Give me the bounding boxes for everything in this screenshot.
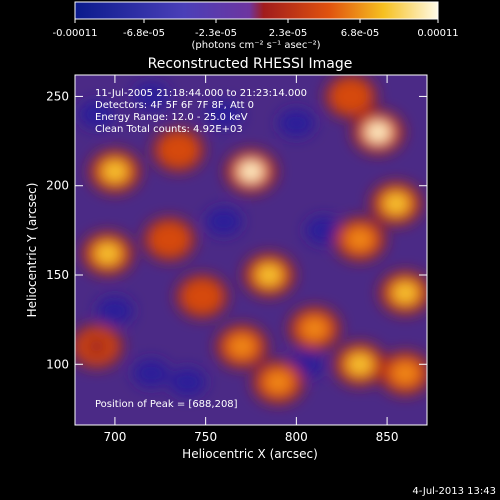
source-blob <box>81 231 134 276</box>
chart-title: Reconstructed RHESSI Image <box>148 56 353 72</box>
y-tick-label: 150 <box>46 268 69 282</box>
source-blob <box>152 128 205 172</box>
colorbar-tick-label: 0.00011 <box>417 28 458 39</box>
source-blob <box>225 149 277 194</box>
negative-region <box>133 82 170 111</box>
timestamp: 4-Jul-2013 13:43 <box>412 486 496 497</box>
negative-region <box>133 359 170 388</box>
source-blob <box>370 181 423 226</box>
image-plot <box>75 75 427 425</box>
x-tick-label: 800 <box>285 430 308 444</box>
plot-frame <box>74 74 428 426</box>
colorbar-unit-label: (photons cm⁻² s⁻¹ asec⁻²) <box>191 40 320 51</box>
source-blob <box>143 217 196 262</box>
annotation-line: Clean Total counts: 4.92E+03 <box>95 124 243 135</box>
source-blob <box>288 306 341 351</box>
source-blob <box>75 324 123 369</box>
y-tick-label: 200 <box>46 179 69 193</box>
annotation-line: Detectors: 4F 5F 6F 7F 8F, Att 0 <box>95 100 254 111</box>
colorbar <box>74 1 439 20</box>
source-blob <box>379 351 427 396</box>
colorbar-tick-label: -0.00011 <box>53 28 98 39</box>
source-blob <box>88 149 141 194</box>
y-tick-label: 100 <box>46 357 69 371</box>
colorbar-tick-label: 6.8e-05 <box>341 28 379 39</box>
source-blob <box>252 360 305 405</box>
x-tick-label: 850 <box>376 430 399 444</box>
colorbar-tick-label: -6.8e-05 <box>123 28 165 39</box>
negative-region <box>205 207 242 236</box>
negative-region <box>78 100 115 129</box>
x-tick-label: 700 <box>103 430 126 444</box>
source-blob <box>176 274 229 319</box>
source-blob <box>215 324 268 369</box>
source-blob <box>333 342 386 387</box>
y-axis-label: Heliocentric Y (arcsec) <box>25 183 39 318</box>
colorbar-ticks: -0.00011 -6.8e-05 -2.3e-05 2.3e-05 6.8e-05 0.… <box>53 19 459 39</box>
negative-region <box>96 296 133 325</box>
annotation-line: 11-Jul-2005 21:18:44.000 to 21:23:14.000 <box>95 88 307 99</box>
source-blob <box>379 270 427 315</box>
source-blob <box>243 253 296 297</box>
source-blob <box>352 110 405 155</box>
negative-region <box>305 216 342 245</box>
source-blob <box>333 217 386 262</box>
colorbar-tick-label: -2.3e-05 <box>195 28 237 39</box>
annotation-line: Energy Range: 12.0 - 25.0 keV <box>95 112 248 123</box>
x-tick-label: 750 <box>194 430 217 444</box>
y-tick-label: 250 <box>46 89 69 103</box>
axis-ticks: 700 750 800 850 100 150 200 250 <box>46 75 427 444</box>
annotation-block: 11-Jul-2005 21:18:44.000 to 21:23:14.000… <box>95 88 307 135</box>
negative-region <box>205 100 242 129</box>
source-blob <box>324 75 377 119</box>
negative-region <box>278 109 315 138</box>
peak-position-label: Position of Peak = [688,208] <box>95 399 238 410</box>
negative-region <box>169 368 206 397</box>
x-axis-label: Heliocentric X (arcsec) <box>182 447 318 461</box>
colorbar-tick-label: 2.3e-05 <box>269 28 307 39</box>
